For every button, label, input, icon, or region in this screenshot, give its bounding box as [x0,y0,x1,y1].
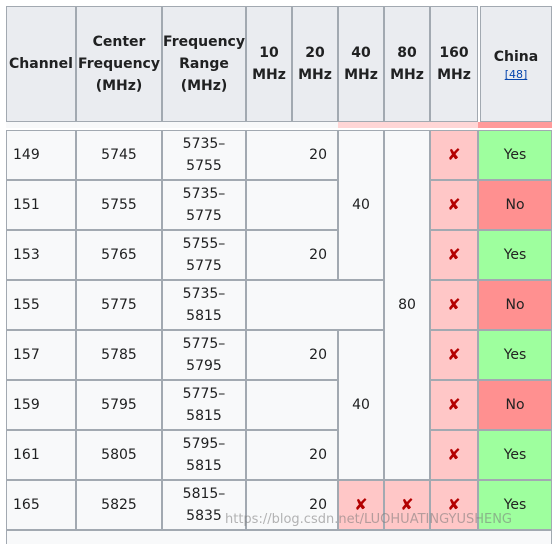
cell-channel: 149 [6,130,76,180]
header-40mhz: 40 MHz [338,6,384,122]
cell-china: Yes [478,230,552,280]
cross-icon: ✘ [400,495,414,514]
next-row-stub [6,530,552,544]
cell-china: Yes [478,130,552,180]
cell-80mhz-span: 80 [384,130,430,480]
cell-160mhz: ✘ [430,130,478,180]
cell-40mhz-span: 40 [338,330,384,480]
cross-icon: ✘ [354,495,368,514]
gap-pink-40-80 [338,122,430,128]
cell-20-40-empty [246,280,384,330]
cross-icon: ✘ [447,145,461,164]
cell-40mhz: ✘ [338,480,384,530]
cross-icon: ✘ [447,495,461,514]
cell-channel: 159 [6,380,76,430]
cell-china: Yes [478,330,552,380]
cell-160mhz: ✘ [430,330,478,380]
gap-red-china [478,122,552,128]
cell-160mhz: ✘ [430,180,478,230]
cell-china: Yes [478,480,552,530]
cross-icon: ✘ [447,245,461,264]
cell-channel: 151 [6,180,76,230]
cell-160mhz: ✘ [430,430,478,480]
cell-china: No [478,280,552,330]
header-frequency-range: Frequency Range (MHz) [162,6,246,122]
cell-160mhz: ✘ [430,280,478,330]
cell-160mhz: ✘ [430,380,478,430]
cell-20mhz: 20 [246,430,338,480]
cell-20mhz: 20 [246,130,338,180]
cell-20mhz: 20 [246,330,338,380]
header-china-label: China [493,49,539,65]
header-160mhz: 160 MHz [430,6,478,122]
cell-40mhz-span: 40 [338,130,384,280]
header-20mhz: 20 MHz [292,6,338,122]
cell-center: 5745 [76,130,162,180]
cell-range: 5735– 5775 [162,180,246,230]
header-channel: Channel [6,6,76,122]
cell-center: 5795 [76,380,162,430]
cell-range: 5815– 5835 [162,480,246,530]
cell-center: 5755 [76,180,162,230]
cell-80mhz: ✘ [384,480,430,530]
cross-icon: ✘ [447,395,461,414]
cell-160mhz: ✘ [430,230,478,280]
cell-range: 5775– 5815 [162,380,246,430]
cell-center: 5765 [76,230,162,280]
cell-20mhz: 20 [246,480,338,530]
cell-center: 5775 [76,280,162,330]
cell-range: 5775– 5795 [162,330,246,380]
header-china: China [48] [480,6,552,122]
cell-channel: 155 [6,280,76,330]
cross-icon: ✘ [447,295,461,314]
cell-channel: 153 [6,230,76,280]
header-center-frequency: Center Frequency (MHz) [76,6,162,122]
cell-channel: 157 [6,330,76,380]
cell-range: 5755– 5775 [162,230,246,280]
cell-20mhz: 20 [246,230,338,280]
cross-icon: ✘ [447,195,461,214]
cell-range: 5735– 5755 [162,130,246,180]
cell-range: 5795– 5815 [162,430,246,480]
cross-icon: ✘ [447,445,461,464]
header-80mhz: 80 MHz [384,6,430,122]
cell-center: 5825 [76,480,162,530]
header-body-gap [6,122,551,128]
gap-pink-160 [430,122,478,128]
cross-icon: ✘ [447,345,461,364]
cell-20mhz-empty [246,380,338,430]
cell-channel: 161 [6,430,76,480]
china-reference-link[interactable]: [48] [504,68,528,81]
cell-160mhz: ✘ [430,480,478,530]
cell-channel: 165 [6,480,76,530]
header-10mhz: 10 MHz [246,6,292,122]
cell-center: 5785 [76,330,162,380]
watermark: https://blog.csdn.net/LUOHUATINGYUSHENG [225,512,512,527]
cell-center: 5805 [76,430,162,480]
cell-china: No [478,180,552,230]
cell-20mhz-empty [246,180,338,230]
cell-range: 5735– 5815 [162,280,246,330]
cell-china: No [478,380,552,430]
cell-china: Yes [478,430,552,480]
